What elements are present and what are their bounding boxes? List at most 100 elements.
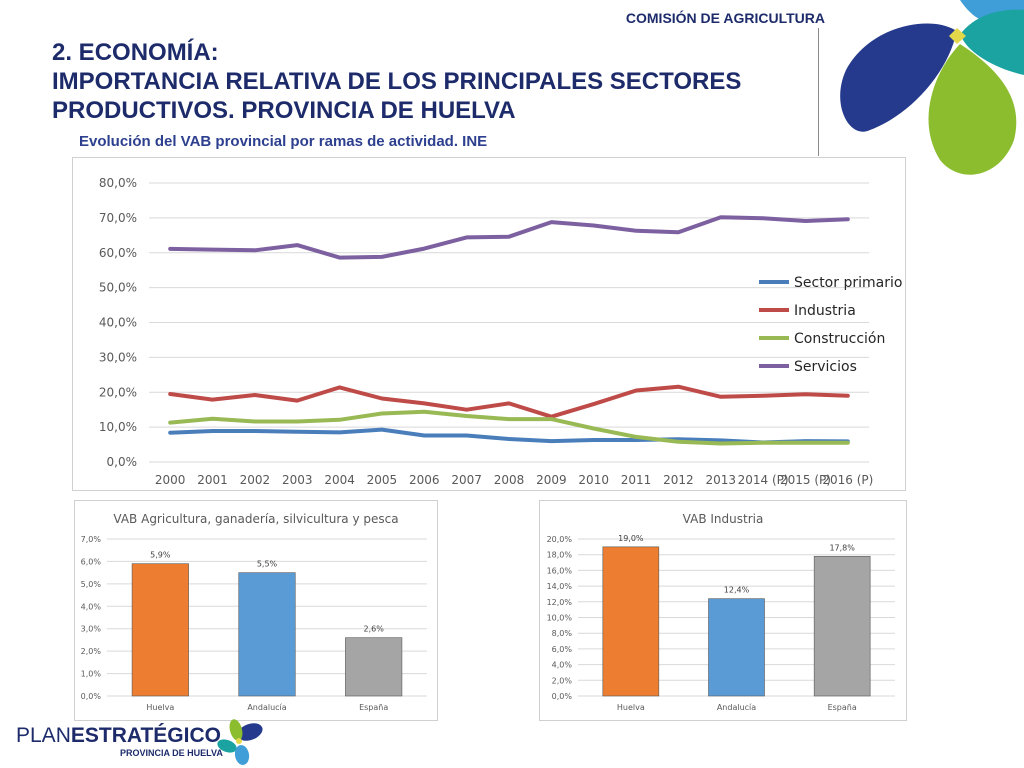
bar [813, 555, 871, 697]
series-line [168, 409, 850, 446]
chart-title: VAB Agricultura, ganadería, silvicultura… [113, 512, 398, 526]
vab-industry-bar-chart: VAB Industria 0,0% 2,0% 4,0% 6,0% 8,0% 10,0% 12… [539, 500, 907, 721]
vab-agriculture-bar-chart: VAB Agricultura, ganadería, silvicultura… [74, 500, 438, 721]
footer-petal-green [229, 719, 243, 741]
y-tick-label: 80,0% [99, 176, 137, 190]
bar [131, 563, 189, 697]
page-title: 2. ECONOMÍA: IMPORTANCIA RELATIVA DE LOS… [52, 38, 812, 125]
y-tick-label: 40,0% [99, 316, 137, 330]
x-tick-label: 2007 [451, 473, 482, 487]
y-tick-label: 0,0% [552, 692, 573, 701]
bar-value-label: 19,0% [618, 534, 644, 543]
title-line-1: 2. ECONOMÍA: [52, 39, 219, 66]
x-tick-label: 2008 [494, 473, 525, 487]
bar [708, 598, 765, 697]
x-tick-label: 2001 [197, 473, 228, 487]
y-tick-label: 3,0% [81, 625, 102, 634]
x-tick-label: Huelva [617, 703, 645, 712]
header-divider [818, 28, 819, 156]
x-tick-label: 2009 [536, 473, 567, 487]
agriculture-bar-svg: VAB Agricultura, ganadería, silvicultura… [81, 512, 427, 712]
brand-petals-logo [840, 0, 1024, 175]
industry-bar-svg: VAB Industria 0,0% 2,0% 4,0% 6,0% 8,0% 10,0% 12… [547, 512, 895, 712]
x-tick-label: 2010 [578, 473, 609, 487]
y-tick-label: 4,0% [81, 602, 102, 611]
bar [238, 572, 296, 697]
x-tick-label: 2011 [621, 473, 652, 487]
y-tick-label: 8,0% [552, 629, 573, 638]
x-tick-label: España [359, 703, 388, 712]
logo-petal-navy [840, 23, 955, 132]
legend-label: Industria [794, 303, 856, 319]
footer-estrategico-word: ESTRATÉGICO [70, 724, 221, 747]
legend-label: Servicios [794, 359, 857, 375]
y-tick-label: 30,0% [99, 350, 137, 364]
y-tick-label: 20,0% [547, 535, 573, 544]
series-line [168, 384, 850, 419]
x-tick-label: Huelva [146, 703, 174, 712]
bar-value-label: 5,9% [150, 551, 171, 560]
bar-value-label: 2,6% [364, 625, 385, 634]
chart-title: VAB Industria [683, 512, 764, 526]
series-line [168, 427, 850, 445]
x-tick-label: 2005 [367, 473, 398, 487]
bar-value-label: 17,8% [829, 543, 855, 552]
footer-petal-blue [234, 745, 250, 765]
y-tick-label: 0,0% [107, 455, 138, 469]
y-tick-label: 10,0% [547, 614, 573, 623]
y-tick-label: 7,0% [81, 535, 102, 544]
y-tick-label: 6,0% [81, 557, 102, 566]
y-tick-label: 16,0% [547, 566, 573, 575]
legend-label: Sector primario [794, 275, 902, 291]
x-tick-label: 2012 [663, 473, 694, 487]
y-tick-label: 1,0% [81, 670, 102, 679]
bar [602, 546, 660, 697]
bar-value-label: 5,5% [257, 560, 278, 569]
footer-center-yellow [236, 738, 242, 744]
x-tick-label: 2013 [705, 473, 736, 487]
footer-brand-name: PLANESTRATÉGICO [16, 724, 221, 748]
legend-label: Construcción [794, 331, 885, 347]
title-line-2: IMPORTANCIA RELATIVA DE LOS PRINCIPALES … [52, 68, 742, 95]
footer-petal-teal [217, 739, 237, 753]
footer-petal-navy [237, 723, 263, 741]
y-tick-label: 70,0% [99, 211, 137, 225]
commission-label: COMISIÓN DE AGRICULTURA [625, 10, 825, 26]
logo-petal-teal [962, 9, 1024, 76]
x-tick-label: Andalucía [247, 703, 286, 712]
y-tick-label: 14,0% [547, 582, 573, 591]
y-tick-label: 6,0% [552, 645, 573, 654]
y-tick-label: 10,0% [99, 420, 137, 434]
y-tick-label: 4,0% [552, 661, 573, 670]
logo-center-yellow [949, 28, 966, 44]
y-tick-label: 18,0% [547, 551, 573, 560]
y-tick-label: 60,0% [99, 246, 137, 260]
y-tick-label: 0,0% [81, 692, 102, 701]
y-tick-label: 2,0% [552, 676, 573, 685]
y-tick-label: 50,0% [99, 281, 137, 295]
x-tick-label: 2002 [240, 473, 271, 487]
x-tick-label: 2003 [282, 473, 313, 487]
x-tick-label: 2000 [155, 473, 186, 487]
y-tick-label: 12,0% [547, 598, 573, 607]
x-tick-label: 2004 [324, 473, 355, 487]
y-tick-label: 2,0% [81, 647, 102, 656]
y-tick-label: 5,0% [81, 580, 102, 589]
footer-plan-word: PLAN [16, 724, 71, 747]
footer-petals-logo [217, 719, 263, 765]
title-line-3: PRODUCTIVOS. PROVINCIA DE HUELVA [52, 97, 516, 124]
x-tick-label: 2016 (P) [822, 473, 873, 487]
footer-province: PROVINCIA DE HUELVA [120, 748, 223, 758]
logo-petal-green [928, 44, 1017, 175]
vab-evolution-line-chart: 0,0% 10,0% 20,0% 30,0% 40,0% 50,0% 60,0% 70,0% 8… [72, 157, 906, 491]
bar-value-label: 12,4% [724, 586, 750, 595]
x-tick-label: 2015 (P) [780, 473, 831, 487]
x-tick-label: 2006 [409, 473, 440, 487]
bar [345, 637, 403, 697]
x-tick-label: Andalucía [717, 703, 756, 712]
x-tick-label: 2014 (P) [738, 473, 789, 487]
series-line [168, 215, 850, 260]
chart-subtitle: Evolución del VAB provincial por ramas d… [79, 133, 488, 150]
y-tick-label: 20,0% [99, 385, 137, 399]
line-chart-svg: 0,0% 10,0% 20,0% 30,0% 40,0% 50,0% 60,0% 70,0% 8… [99, 176, 903, 487]
